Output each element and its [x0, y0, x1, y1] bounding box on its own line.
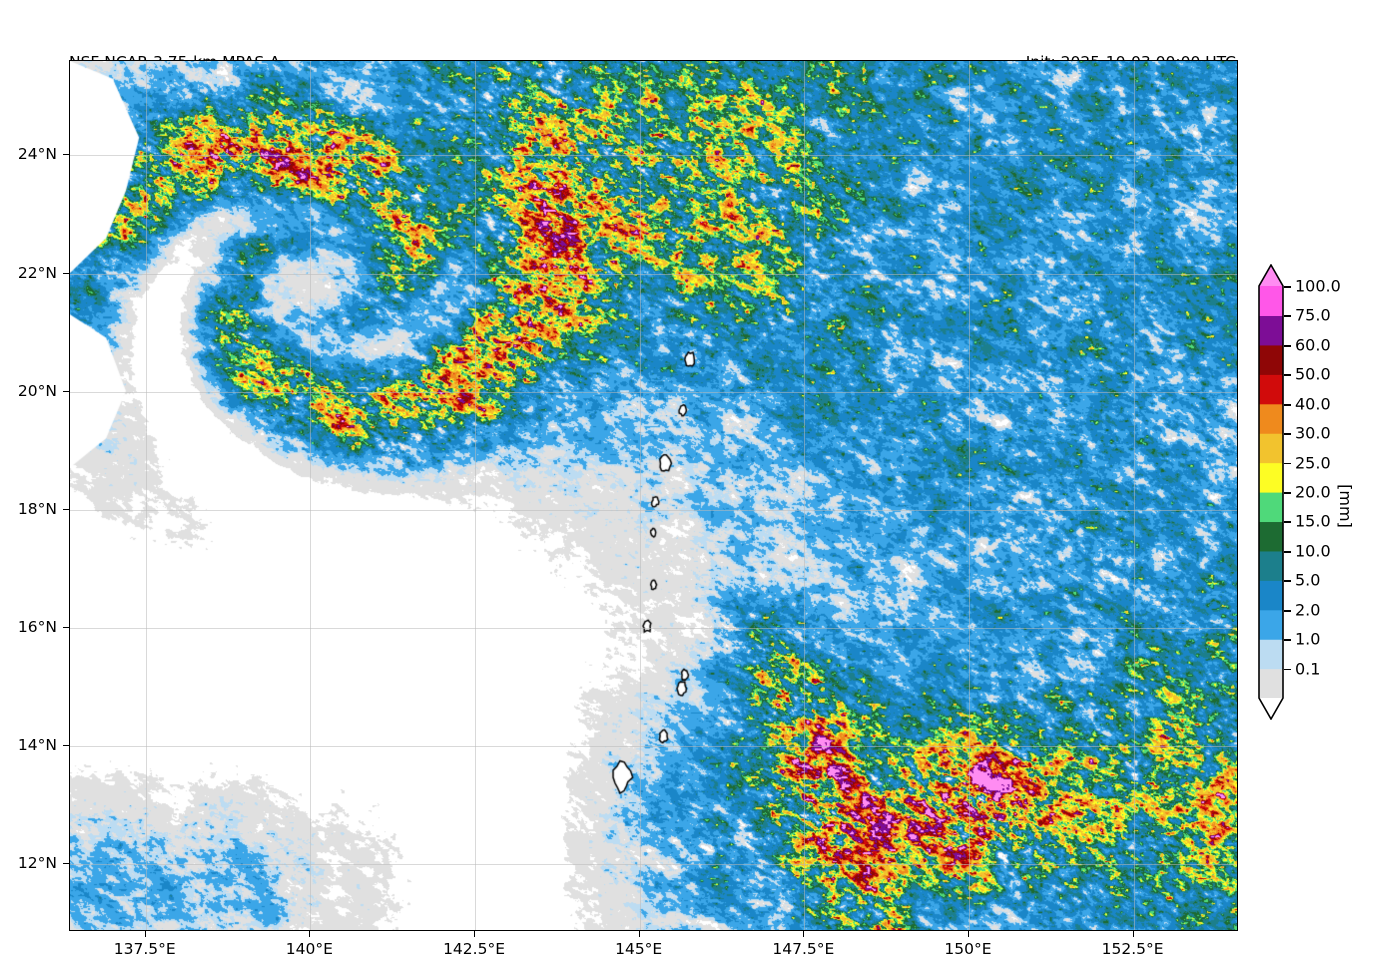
colorbar-tick [1284, 286, 1291, 288]
colorbar-unit-label: [mm] [1336, 484, 1355, 528]
colorbar-tick [1284, 492, 1291, 494]
y-tick-label: 14°N [17, 735, 57, 754]
colorbar-band [1259, 403, 1283, 434]
y-tick [63, 863, 69, 865]
y-tick [63, 154, 69, 156]
colorbar-under-arrow [1259, 698, 1283, 719]
colorbar-tick-label: 100.0 [1295, 276, 1341, 296]
x-tick-label: 150°E [944, 940, 992, 958]
y-tick [63, 626, 69, 628]
colorbar-tick-label: 15.0 [1295, 511, 1331, 531]
colorbar-tick [1284, 550, 1291, 553]
y-tick-label: 18°N [17, 499, 57, 518]
colorbar-band [1259, 462, 1283, 493]
x-tick-label: 145°E [615, 940, 663, 958]
colorbar-tick-label: 30.0 [1295, 423, 1331, 443]
colorbar-tick [1284, 639, 1291, 641]
y-tick-label: 20°N [17, 381, 57, 400]
colorbar-band [1259, 550, 1283, 581]
colorbar-band [1259, 374, 1283, 405]
y-tick-label: 24°N [17, 145, 57, 164]
x-tick [638, 931, 640, 937]
x-tick [803, 931, 805, 937]
colorbar-tick-label: 1.0 [1295, 629, 1321, 649]
colorbar-tick [1284, 609, 1291, 612]
colorbar-tick-label: 20.0 [1295, 482, 1331, 502]
colorbar-tick [1284, 315, 1291, 318]
x-tick [967, 931, 969, 937]
colorbar-tick [1284, 521, 1291, 524]
colorbar [1258, 264, 1284, 720]
precipitation-field [70, 61, 1237, 930]
colorbar-band [1259, 344, 1283, 375]
y-tick [63, 390, 69, 392]
colorbar-band [1259, 639, 1283, 670]
x-tick [1132, 931, 1134, 937]
colorbar-over-arrow [1259, 265, 1283, 286]
colorbar-band [1259, 286, 1283, 317]
x-tick-label: 152.5°E [1101, 940, 1164, 958]
colorbar-band [1259, 668, 1283, 699]
y-tick-label: 16°N [17, 617, 57, 636]
colorbar-tick-label: 0.1 [1295, 659, 1321, 679]
y-tick [63, 272, 69, 274]
colorbar-tick [1284, 374, 1291, 377]
y-tick-label: 12°N [17, 854, 57, 873]
colorbar-tick [1284, 403, 1291, 406]
x-tick [144, 931, 146, 937]
x-tick [309, 931, 311, 937]
x-tick-label: 140°E [285, 940, 333, 958]
colorbar-tick-label: 40.0 [1295, 394, 1331, 414]
colorbar-swatches [1258, 264, 1284, 720]
colorbar-band [1259, 580, 1283, 611]
colorbar-band [1259, 492, 1283, 523]
colorbar-tick-label: 25.0 [1295, 453, 1331, 473]
x-tick-label: 147.5°E [772, 940, 835, 958]
y-tick [63, 508, 69, 510]
precipitation-map-panel [69, 60, 1238, 931]
y-tick [63, 744, 69, 746]
colorbar-tick-label: 2.0 [1295, 600, 1321, 620]
colorbar-tick [1284, 580, 1291, 583]
x-tick-label: 137.5°E [113, 940, 176, 958]
colorbar-band [1259, 609, 1283, 640]
colorbar-tick [1284, 462, 1291, 465]
colorbar-band [1259, 315, 1283, 346]
colorbar-tick-label: 10.0 [1295, 541, 1331, 561]
colorbar-tick [1284, 344, 1291, 347]
colorbar-outline [1258, 264, 1284, 720]
colorbar-tick-label: 75.0 [1295, 305, 1331, 325]
colorbar-tick-label: 50.0 [1295, 364, 1331, 384]
colorbar-tick-label: 60.0 [1295, 335, 1331, 355]
y-tick-label: 22°N [17, 263, 57, 282]
x-tick-label: 142.5°E [443, 940, 505, 958]
colorbar-tick [1284, 433, 1291, 435]
colorbar-tick [1284, 668, 1291, 671]
colorbar-band [1259, 521, 1283, 552]
x-tick [474, 931, 476, 937]
colorbar-band [1259, 433, 1283, 464]
colorbar-tick-label: 5.0 [1295, 570, 1321, 590]
